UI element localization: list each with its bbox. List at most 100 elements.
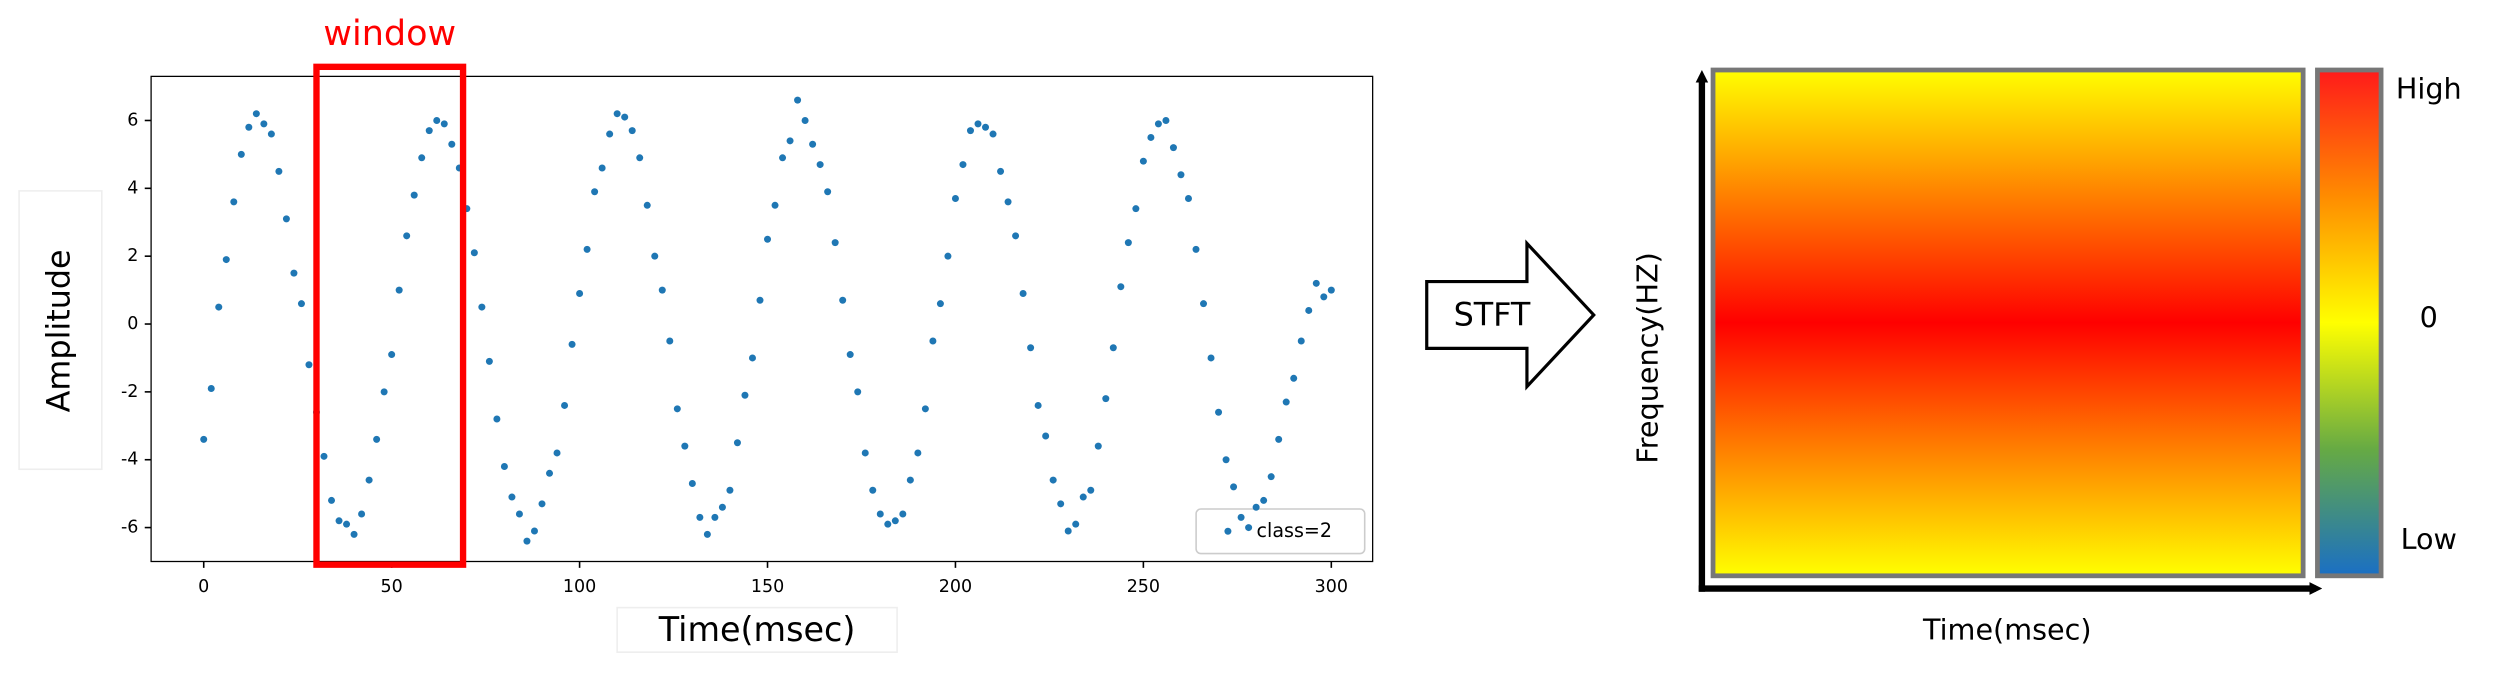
point (1049, 476, 1057, 484)
x-tick-label: 300 (1315, 577, 1348, 597)
colorbar (2315, 67, 2384, 579)
point (365, 476, 373, 484)
point (546, 469, 554, 477)
point (1064, 527, 1072, 535)
point (1297, 337, 1305, 345)
point (418, 154, 426, 162)
point (1154, 120, 1162, 128)
point (523, 537, 531, 545)
point (636, 154, 644, 162)
point (1162, 116, 1170, 124)
point (944, 252, 952, 260)
point (275, 167, 283, 175)
point (921, 405, 929, 413)
transform-label: STFT (1454, 296, 1531, 334)
x-tick-label: 200 (939, 577, 972, 597)
point (643, 201, 651, 209)
point (230, 198, 238, 206)
point (297, 300, 305, 308)
x-tick-label: 0 (198, 577, 209, 597)
point (215, 303, 223, 311)
point (343, 520, 351, 528)
point (380, 388, 388, 396)
point (651, 252, 659, 260)
point (1275, 435, 1283, 443)
y-tick-label: -6 (121, 518, 138, 538)
point (433, 116, 441, 124)
point (628, 127, 636, 135)
window-label: window (323, 14, 456, 54)
x-axis-label: Time(msec) (658, 610, 856, 649)
point (252, 110, 260, 118)
point (1027, 344, 1035, 352)
point (876, 510, 884, 518)
point (1207, 354, 1215, 362)
point (1230, 483, 1238, 491)
point (1139, 157, 1147, 165)
point (1327, 286, 1335, 294)
point (1184, 195, 1192, 203)
point (508, 493, 516, 501)
point (1245, 524, 1253, 532)
point (1012, 232, 1020, 240)
point (606, 130, 614, 138)
point (591, 188, 599, 196)
point (861, 449, 869, 457)
point (358, 510, 366, 518)
point (1290, 374, 1298, 382)
point (1109, 344, 1117, 352)
ylabel-box (18, 190, 103, 471)
point (290, 269, 298, 277)
point (869, 486, 877, 494)
point (718, 503, 726, 511)
point (207, 384, 215, 392)
point (335, 517, 343, 525)
point (726, 486, 734, 494)
point (237, 150, 245, 158)
point (621, 113, 629, 121)
y-tick-label: 4 (127, 178, 138, 198)
point (846, 351, 854, 359)
spectrogram-x-label: Time(msec) (1922, 612, 2092, 646)
point (1267, 473, 1275, 481)
point (425, 127, 433, 135)
point (1320, 293, 1328, 301)
point (703, 530, 711, 538)
point (779, 154, 787, 162)
point (658, 286, 666, 294)
point (260, 120, 268, 128)
point (561, 401, 569, 409)
y-tick-label: -2 (121, 382, 138, 402)
legend (1195, 508, 1366, 555)
point (839, 296, 847, 304)
spectrogram-y-label: Frequency(HZ) (1630, 252, 1664, 463)
point (1079, 493, 1087, 501)
window-box (313, 63, 467, 568)
point (373, 435, 381, 443)
point (966, 127, 974, 135)
point (681, 442, 689, 450)
point (771, 201, 779, 209)
point (1117, 283, 1125, 291)
point (688, 479, 696, 487)
transform-arrow (1425, 239, 1596, 391)
point (906, 476, 914, 484)
colorbar-label: 0 (2420, 301, 2438, 335)
colorbar-label: High (2396, 72, 2462, 106)
point (613, 110, 621, 118)
point (809, 140, 817, 148)
point (538, 500, 546, 508)
spectrogram (1710, 67, 2306, 579)
point (222, 256, 230, 264)
point (1252, 503, 1260, 511)
legend-label: class=2 (1257, 520, 1332, 542)
point (824, 188, 832, 196)
point (929, 337, 937, 345)
point (884, 520, 892, 528)
x-tick-label: 50 (381, 577, 403, 597)
point (711, 513, 719, 521)
point (914, 449, 922, 457)
point (1057, 500, 1065, 508)
point (1147, 133, 1155, 141)
point (576, 289, 584, 297)
